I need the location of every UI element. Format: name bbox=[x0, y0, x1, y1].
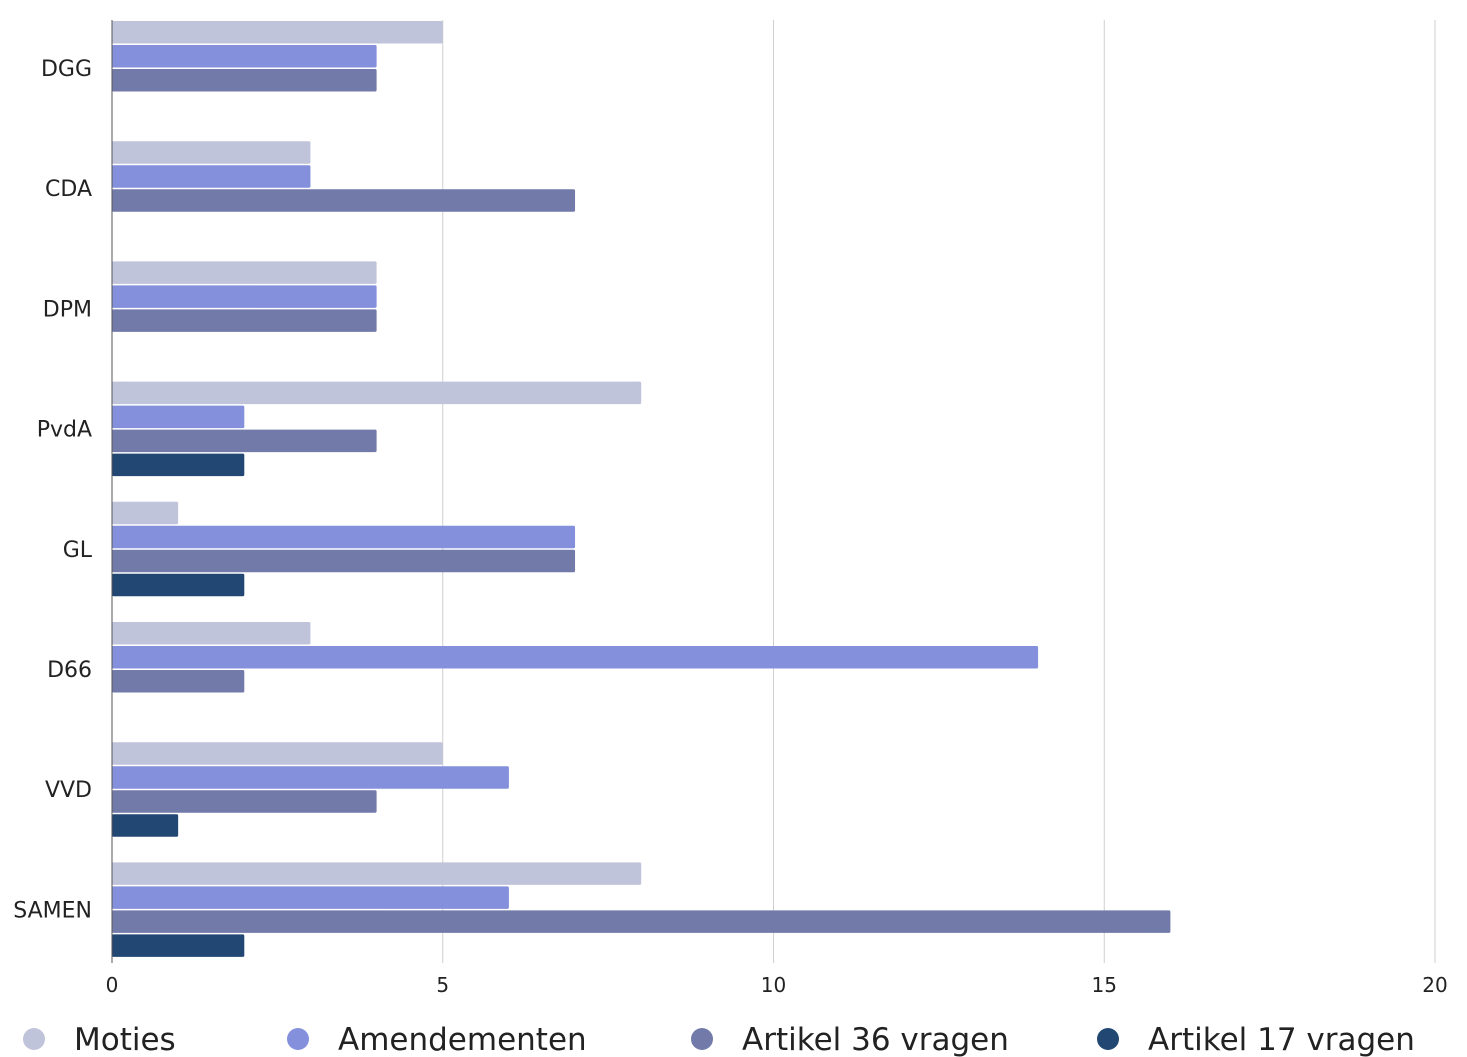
x-tick-label: 10 bbox=[761, 973, 786, 997]
legend-swatch bbox=[691, 1028, 713, 1050]
legend-label: Moties bbox=[74, 1022, 176, 1057]
category-label: GL bbox=[63, 538, 93, 563]
bar[interactable] bbox=[112, 790, 377, 813]
legend-item: Artikel 36 vragen bbox=[691, 1022, 1009, 1057]
bar[interactable] bbox=[112, 165, 311, 188]
x-tick-label: 5 bbox=[436, 973, 449, 997]
bar[interactable] bbox=[112, 405, 245, 429]
gridlines bbox=[442, 20, 1436, 963]
x-tick-label: 15 bbox=[1092, 973, 1117, 997]
x-tick-label: 20 bbox=[1422, 973, 1447, 997]
bar[interactable] bbox=[112, 453, 245, 477]
category-label: VVD bbox=[45, 778, 92, 803]
bar[interactable] bbox=[112, 309, 377, 332]
category-label: CDA bbox=[45, 177, 92, 202]
bar[interactable] bbox=[112, 573, 245, 597]
bar[interactable] bbox=[112, 501, 179, 525]
legend-item: Moties bbox=[23, 1022, 176, 1057]
bar[interactable] bbox=[112, 525, 576, 549]
bar[interactable] bbox=[112, 742, 443, 765]
category-label: D66 bbox=[47, 658, 92, 683]
bar[interactable] bbox=[112, 21, 443, 44]
category-label: DGG bbox=[41, 57, 92, 82]
bar[interactable] bbox=[112, 622, 311, 645]
bar[interactable] bbox=[112, 934, 245, 957]
bar[interactable] bbox=[112, 646, 1039, 669]
bar[interactable] bbox=[112, 381, 642, 405]
legend-swatch bbox=[287, 1028, 309, 1050]
legend-item: Amendementen bbox=[287, 1022, 587, 1057]
bar[interactable] bbox=[112, 670, 245, 693]
legend-label: Artikel 36 vragen bbox=[742, 1022, 1009, 1057]
bar[interactable] bbox=[112, 261, 377, 284]
bar[interactable] bbox=[112, 886, 509, 909]
bars bbox=[112, 21, 1171, 957]
legend-label: Artikel 17 vragen bbox=[1148, 1022, 1415, 1057]
legend: Moties Amendementen Artikel 36 vragen Artik… bbox=[23, 1022, 1415, 1057]
bar[interactable] bbox=[112, 141, 311, 164]
legend-label: Amendementen bbox=[338, 1022, 587, 1057]
bar[interactable] bbox=[112, 549, 576, 573]
bar[interactable] bbox=[112, 189, 576, 212]
bar[interactable] bbox=[112, 429, 377, 453]
bar[interactable] bbox=[112, 862, 642, 885]
bar[interactable] bbox=[112, 814, 179, 837]
category-label: PvdA bbox=[37, 418, 92, 443]
category-label: SAMEN bbox=[13, 898, 92, 923]
legend-item: Artikel 17 vragen bbox=[1097, 1022, 1415, 1057]
x-tick-labels: 0 5 10 15 20 bbox=[106, 973, 1448, 997]
legend-swatch bbox=[23, 1028, 45, 1050]
bar[interactable] bbox=[112, 766, 509, 789]
bar[interactable] bbox=[112, 45, 377, 68]
bar[interactable] bbox=[112, 285, 377, 308]
x-tick-label: 0 bbox=[106, 973, 119, 997]
bar[interactable] bbox=[112, 910, 1171, 933]
legend-swatch bbox=[1097, 1028, 1119, 1050]
bar[interactable] bbox=[112, 69, 377, 92]
category-label: DPM bbox=[43, 297, 92, 322]
category-labels: DGG CDA DPM PvdA GL D66 VVD SAMEN bbox=[13, 57, 93, 923]
